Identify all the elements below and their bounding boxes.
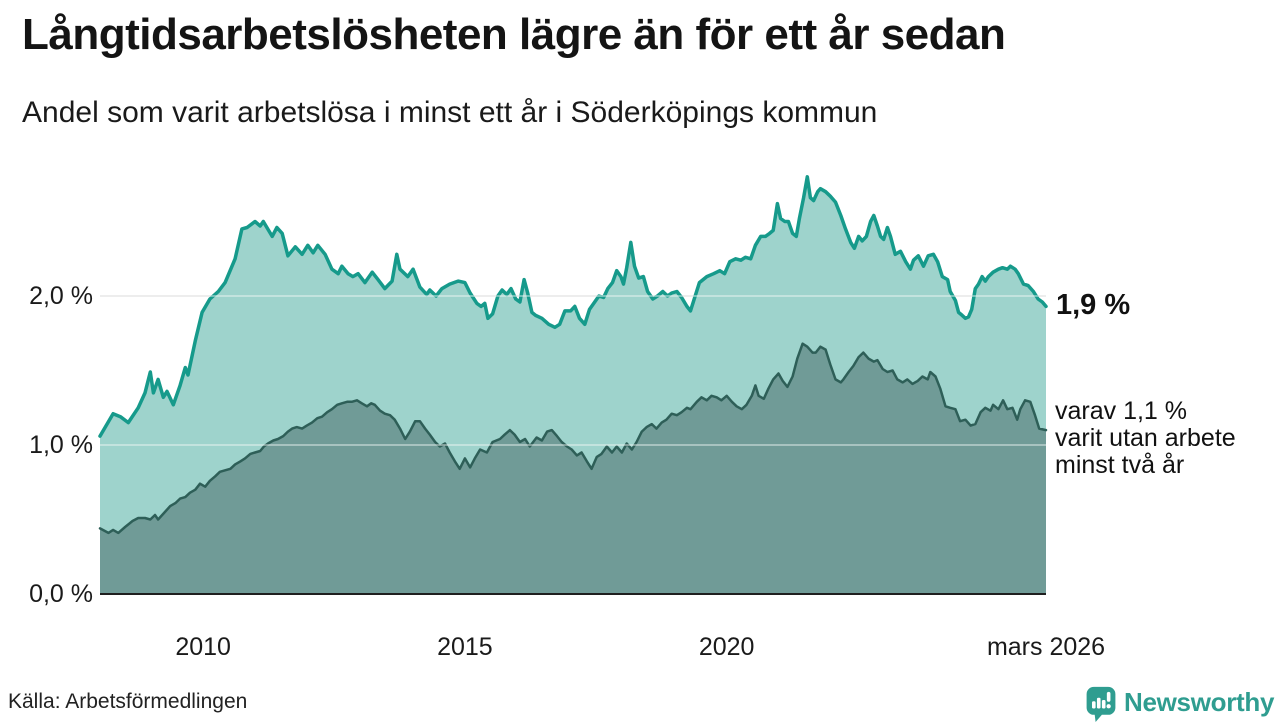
source-credit: Källa: Arbetsförmedlingen <box>8 690 248 713</box>
x-axis-label-2015: 2015 <box>437 633 493 661</box>
page-title: Långtidsarbetslösheten lägre än för ett … <box>22 10 1006 59</box>
page-subtitle: Andel som varit arbetslösa i minst ett å… <box>22 96 878 129</box>
series-line-1 <box>98 342 1048 535</box>
newsworthy-logo-icon <box>1085 686 1117 727</box>
y-axis-label-0: 0,0 % <box>29 580 93 608</box>
y-axis-label-2: 2,0 % <box>29 282 93 310</box>
series-end-value-label: 1,9 % <box>1056 289 1131 322</box>
series2-annotation: varav 1,1 % varit utan arbete minst två … <box>1055 398 1236 479</box>
y-axis-label-1: 1,0 % <box>29 431 93 459</box>
area-chart <box>98 175 1048 595</box>
x-axis-label-2020: 2020 <box>698 633 755 661</box>
series2-annotation-line2: varit utan arbete <box>1055 424 1236 452</box>
series2-annotation-line1: varav 1,1 % <box>1055 397 1188 425</box>
newsworthy-logo-text: Newsworthy <box>1124 687 1275 717</box>
series-line-0 <box>98 175 1048 438</box>
x-axis-label-mars-2026: mars 2026 <box>986 633 1106 661</box>
newsworthy-logo: Newsworthy <box>1085 686 1274 727</box>
series2-annotation-line3: minst två år <box>1055 451 1185 479</box>
x-axis-label-2010: 2010 <box>175 633 231 661</box>
